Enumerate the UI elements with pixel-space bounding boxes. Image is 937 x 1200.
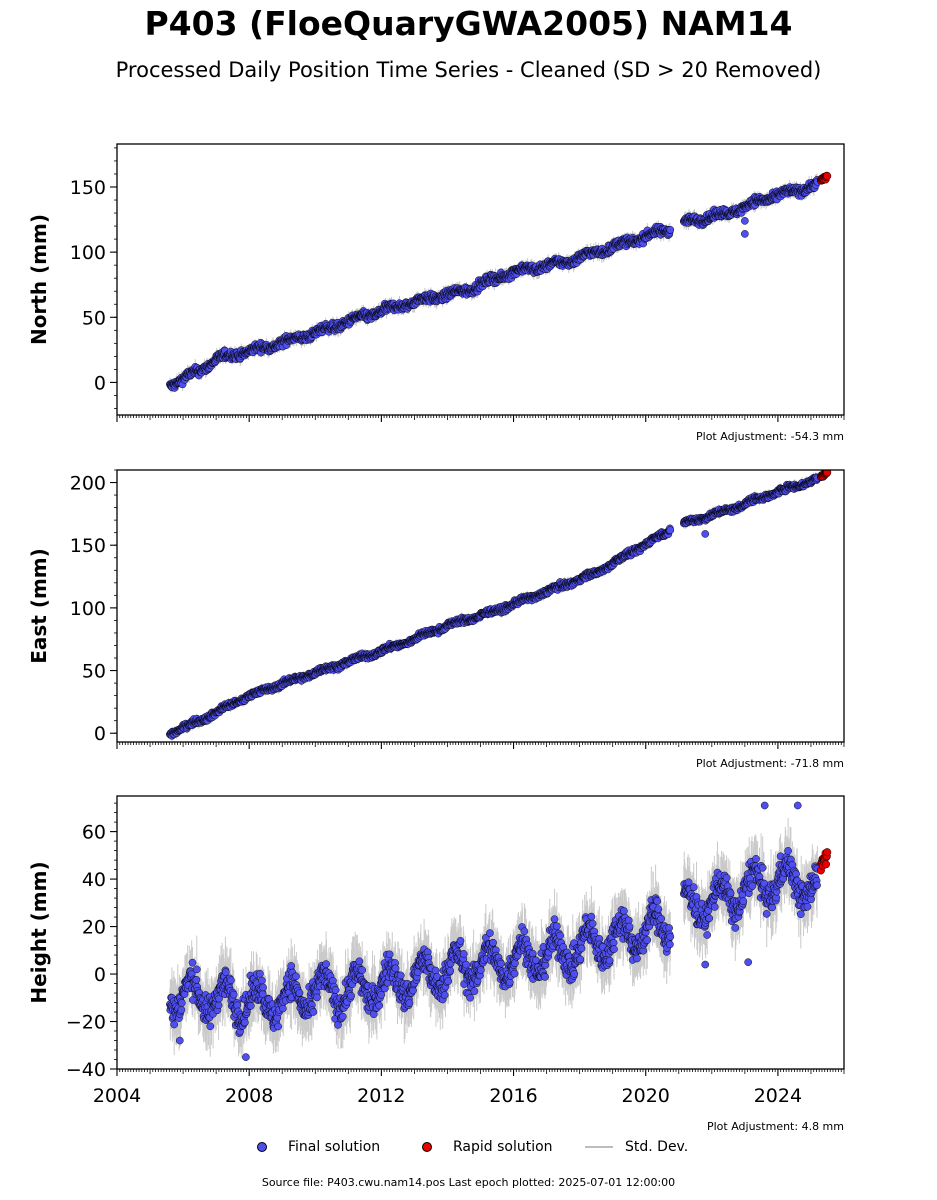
data-point (489, 938, 497, 947)
data-point (385, 950, 394, 959)
panel-north: 0 50 100 150 North (mm) Plot Adjustment: -54.… (27, 143, 845, 443)
data-point (510, 969, 519, 978)
data-point (550, 915, 559, 924)
data-point (313, 993, 321, 1002)
y-tick-label: 100 (70, 598, 106, 620)
data-point (456, 936, 465, 945)
data-point (553, 922, 561, 931)
chart-title: P403 (FloeQuaryGWA2005) NAM14 (144, 4, 793, 43)
data-point (476, 966, 485, 974)
std-dev-lines (169, 818, 818, 1058)
data-point (246, 1002, 255, 1010)
data-point (577, 944, 586, 953)
data-point (587, 912, 596, 921)
data-point (188, 958, 197, 967)
data-point (287, 962, 296, 970)
data-point (177, 1005, 186, 1014)
y-axis-label: East (mm) (27, 548, 51, 664)
data-point (206, 1022, 215, 1031)
plot-adjustment-note: Plot Adjustment: -71.8 mm (696, 757, 844, 770)
rapid-solution-points (816, 171, 832, 185)
data-point (588, 919, 597, 928)
final-solution-points (166, 473, 822, 740)
y-tick-label: 200 (70, 473, 106, 495)
data-point (221, 968, 230, 977)
data-point (470, 987, 479, 996)
data-point (258, 976, 266, 985)
data-point (177, 999, 186, 1007)
data-point (292, 972, 300, 981)
data-point (497, 959, 505, 968)
y-tick-label: 150 (70, 535, 106, 557)
data-point (229, 990, 238, 999)
y-tick-label: 50 (82, 307, 106, 329)
data-point (355, 957, 364, 966)
final-solution-points (166, 176, 822, 392)
data-point (541, 973, 549, 981)
panel-east: 0 50 100 150 200 East (mm) Plot Adjustment: -7… (27, 469, 845, 770)
chart-subtitle: Processed Daily Position Time Series - C… (115, 58, 822, 82)
data-point (505, 978, 514, 987)
outlier-point (741, 230, 749, 238)
data-point (192, 975, 201, 984)
std-dev-bars (169, 818, 818, 1058)
data-point (396, 971, 405, 980)
data-point (377, 990, 386, 999)
plot-area (166, 171, 832, 393)
y-tick-label: 150 (70, 177, 106, 199)
data-point (240, 1018, 249, 1027)
data-point (256, 969, 264, 978)
y-tick-label: 0 (94, 723, 106, 745)
y-tick-label: 50 (82, 661, 106, 683)
y-tick-label: 100 (70, 242, 106, 264)
data-point (570, 970, 579, 978)
y-axis-label: North (mm) (27, 214, 51, 345)
data-point (405, 999, 414, 1007)
data-point (440, 991, 449, 999)
data-point (576, 955, 585, 964)
data-point (170, 1020, 179, 1029)
data-point (520, 927, 529, 936)
data-point (446, 966, 455, 975)
data-point (347, 991, 355, 1000)
data-point (486, 929, 494, 937)
data-point (462, 960, 470, 969)
data-point (444, 977, 453, 986)
rapid-point (823, 171, 832, 181)
plot-area (166, 470, 832, 741)
plot-area (166, 801, 832, 1061)
data-point (322, 960, 330, 968)
data-point (666, 526, 675, 535)
data-point (358, 966, 367, 974)
data-point (605, 956, 614, 965)
data-point (466, 993, 474, 1002)
data-point (274, 1022, 282, 1031)
data-point (556, 931, 564, 940)
data-point (227, 976, 235, 985)
data-point (610, 945, 618, 954)
y-tick-label: 0 (94, 372, 106, 394)
data-point (511, 959, 519, 967)
data-point (459, 950, 468, 958)
data-point (259, 983, 267, 992)
data-point (295, 989, 304, 997)
data-point (331, 986, 340, 994)
data-point (609, 938, 618, 947)
data-point (375, 1001, 384, 1010)
data-point (279, 1004, 287, 1013)
data-point (391, 964, 400, 973)
data-point (338, 1012, 347, 1021)
data-point (309, 1008, 318, 1016)
data-point (666, 225, 675, 234)
plot-adjustment-note: Plot Adjustment: -54.3 mm (696, 430, 844, 443)
data-point (192, 965, 201, 974)
outlier-point (741, 217, 749, 225)
outlier-point (701, 530, 710, 538)
data-point (214, 1001, 223, 1010)
